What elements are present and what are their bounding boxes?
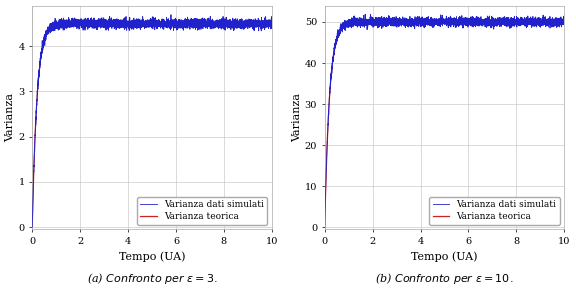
Line: Varianza dati simulati: Varianza dati simulati: [32, 15, 272, 227]
Varianza teorica: [172, 22, 179, 25]
Varianza teorica: [477, 20, 484, 24]
Varianza teorica: [500, 20, 507, 24]
Varianza dati simulati: [172, 22, 179, 26]
Varianza teorica: [207, 22, 214, 25]
Varianza teorica: [465, 20, 472, 24]
Varianza teorica: [29, 225, 36, 229]
Line: Varianza teorica: Varianza teorica: [325, 22, 564, 227]
X-axis label: Tempo (UA): Tempo (UA): [119, 251, 185, 262]
Varianza teorica: [268, 22, 275, 25]
Varianza teorica: [184, 22, 191, 25]
Varianza teorica: [518, 20, 525, 24]
Varianza teorica: [365, 20, 372, 24]
Varianza teorica: [208, 22, 215, 25]
Varianza teorica: [501, 20, 507, 24]
Varianza dati simulati: [362, 12, 369, 16]
Varianza dati simulati: [120, 18, 127, 21]
Varianza dati simulati: [477, 20, 484, 23]
Varianza dati simulati: [518, 21, 525, 25]
Varianza dati simulati: [268, 24, 275, 27]
Varianza teorica: [561, 20, 568, 24]
Legend: Varianza dati simulati, Varianza teorica: Varianza dati simulati, Varianza teorica: [137, 197, 267, 225]
Varianza dati simulati: [168, 13, 175, 16]
X-axis label: Tempo (UA): Tempo (UA): [411, 251, 478, 262]
Text: (a) $\mathit{Confronto\ per\ \epsilon = 3.}$: (a) $\mathit{Confronto\ per\ \epsilon = …: [86, 271, 217, 286]
Varianza dati simulati: [465, 22, 472, 26]
Varianza dati simulati: [365, 20, 372, 23]
Varianza teorica: [321, 225, 328, 229]
Y-axis label: Varianza: Varianza: [292, 93, 302, 142]
Varianza dati simulati: [72, 20, 79, 24]
Varianza teorica: [413, 20, 420, 24]
Line: Varianza dati simulati: Varianza dati simulati: [325, 14, 564, 227]
Varianza teorica: [120, 22, 127, 25]
Text: (b) $\mathit{Confronto\ per\ \epsilon = 10.}$: (b) $\mathit{Confronto\ per\ \epsilon = …: [376, 271, 514, 286]
Varianza dati simulati: [29, 225, 36, 229]
Varianza teorica: [226, 22, 233, 25]
Varianza dati simulati: [321, 225, 328, 229]
Varianza teorica: [72, 22, 79, 25]
Varianza dati simulati: [207, 24, 214, 27]
Varianza dati simulati: [413, 23, 420, 26]
Varianza dati simulati: [226, 24, 233, 27]
Varianza dati simulati: [500, 19, 507, 23]
Varianza dati simulati: [561, 21, 568, 24]
Varianza dati simulati: [185, 20, 192, 24]
Line: Varianza teorica: Varianza teorica: [32, 24, 272, 227]
Legend: Varianza dati simulati, Varianza teorica: Varianza dati simulati, Varianza teorica: [429, 197, 560, 225]
Y-axis label: Varianza: Varianza: [6, 93, 16, 142]
